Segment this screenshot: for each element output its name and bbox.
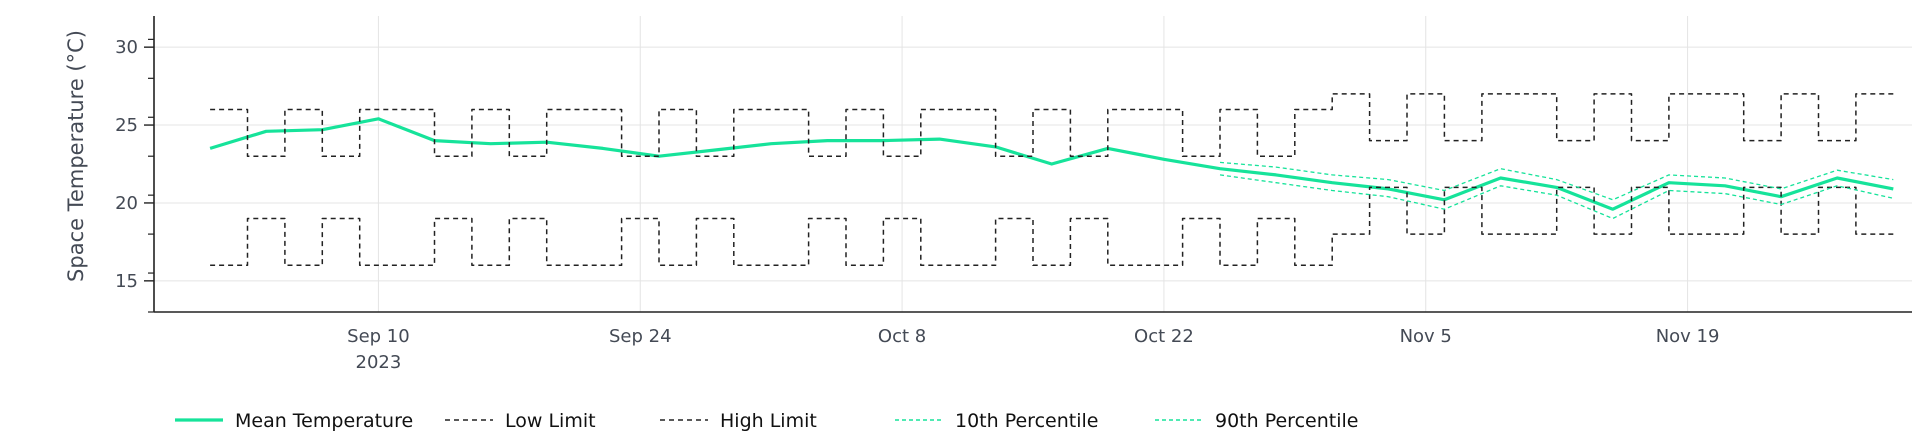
legend-item: High Limit: [660, 410, 817, 432]
grid-layer: [154, 16, 1912, 312]
x-tick-label: Sep 24: [609, 326, 672, 347]
x-tick-label: Oct 8: [878, 326, 926, 347]
x-tick-label: Sep 10: [347, 326, 410, 347]
series-line-90th-percentile: [1219, 161, 1894, 201]
y-tick-label: 15: [115, 271, 138, 292]
legend-item: Low Limit: [445, 410, 596, 432]
y-tick-label: 25: [115, 115, 138, 136]
y-ticks: 15 20 25 30: [115, 37, 154, 313]
legend-label: High Limit: [720, 410, 817, 432]
x-tick-label: Nov 19: [1656, 326, 1720, 347]
series-layer: [209, 93, 1894, 267]
x-tick-label: Nov 5: [1400, 326, 1452, 347]
legend-label: 90th Percentile: [1215, 410, 1358, 432]
x-tick-sublabel: 2023: [356, 352, 402, 373]
legend-label: 10th Percentile: [955, 410, 1098, 432]
y-axis-title: Space Temperature (°C): [64, 30, 88, 282]
series-line-10th-percentile: [1219, 174, 1894, 220]
legend-label: Mean Temperature: [235, 410, 413, 432]
series-line-mean-temperature: [209, 117, 1894, 211]
x-tick-label: Oct 22: [1134, 326, 1194, 347]
legend-label: Low Limit: [505, 410, 596, 432]
legend-item: 90th Percentile: [1155, 410, 1358, 432]
legend-item: Mean Temperature: [175, 410, 413, 432]
series-line-low-limit: [210, 186, 1894, 267]
legend-item: 10th Percentile: [895, 410, 1098, 432]
y-tick-label: 20: [115, 193, 138, 214]
legend: Mean Temperature Low Limit High Limit 10th …: [175, 410, 1358, 432]
axis-layer: [153, 16, 1912, 313]
x-ticks: Sep 10 2023 Sep 24 Oct 8 Oct 22 Nov 5 Nov 19: [347, 326, 1719, 373]
y-tick-label: 30: [115, 37, 138, 58]
